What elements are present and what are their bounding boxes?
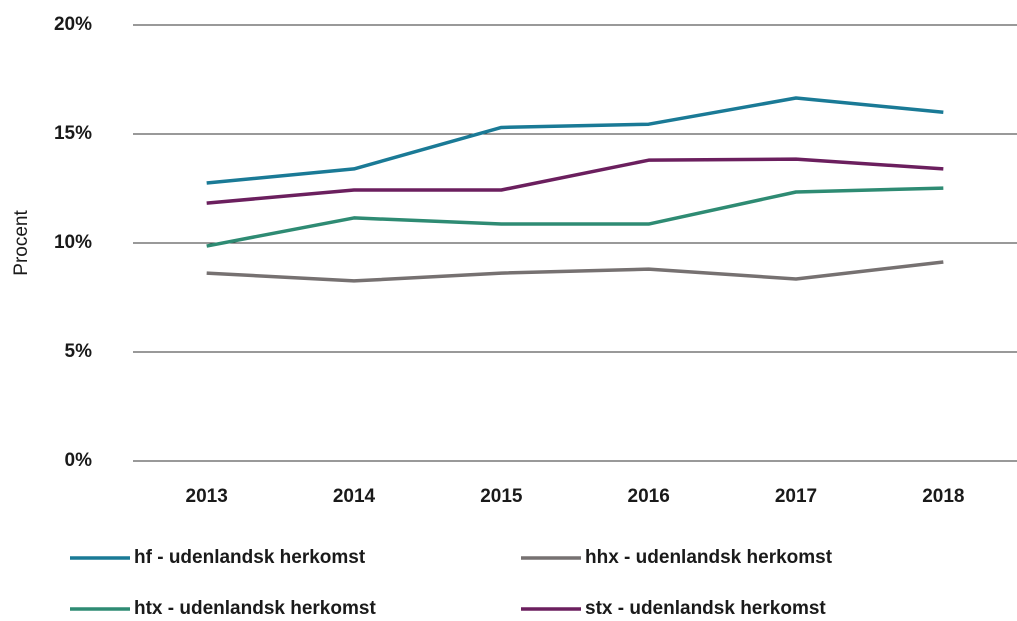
x-tick-label: 2017 (775, 486, 817, 507)
legend-label: stx - udenlandsk herkomst (585, 598, 826, 619)
x-tick-label: 2018 (922, 486, 964, 507)
line (206, 157, 944, 205)
line (206, 186, 944, 248)
y-axis-label: Procent (11, 210, 32, 276)
x-tick-label: 2016 (628, 486, 670, 507)
x-tick-label: 2014 (333, 486, 376, 507)
x-tick-label: 2015 (480, 486, 523, 507)
legend-label: hf - udenlandsk herkomst (134, 547, 366, 568)
legend-label: hhx - udenlandsk herkomst (585, 547, 833, 568)
y-tick-label: 10% (54, 232, 92, 253)
y-tick-label: 15% (54, 123, 92, 144)
line (206, 96, 944, 185)
y-tick-label: 5% (65, 341, 93, 362)
y-tick-label: 20% (54, 14, 92, 35)
legend-label: htx - udenlandsk herkomst (134, 598, 376, 619)
x-tick-label: 2013 (186, 486, 228, 507)
line (206, 260, 944, 283)
y-tick-label: 0% (65, 450, 93, 471)
